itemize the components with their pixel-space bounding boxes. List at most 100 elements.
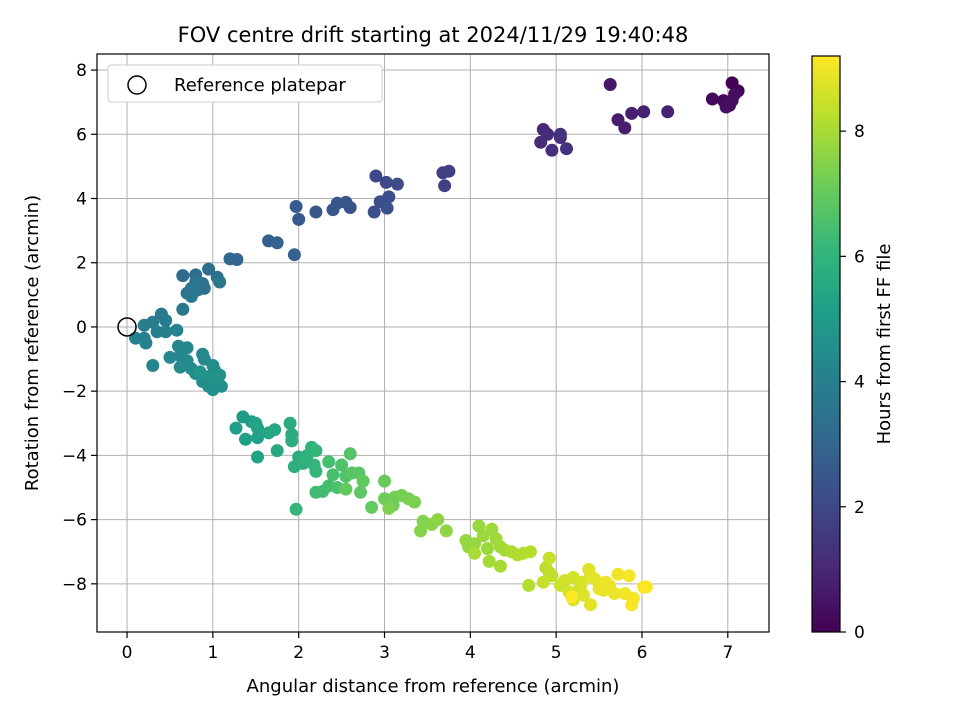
- data-point: [438, 179, 452, 193]
- data-point: [369, 169, 383, 183]
- y-axis-label: Rotation from reference (arcmin): [22, 195, 43, 491]
- data-point: [309, 464, 323, 478]
- colorbar-tick-label: 8: [854, 122, 865, 142]
- data-point: [223, 252, 237, 266]
- data-point: [560, 142, 573, 156]
- data-point: [229, 421, 243, 435]
- data-point: [485, 522, 499, 536]
- data-point: [493, 559, 507, 573]
- data-point: [249, 416, 263, 430]
- data-point: [251, 450, 264, 464]
- data-point: [365, 500, 379, 514]
- plot-border: [96, 53, 770, 633]
- legend-label: Reference platepar: [174, 75, 346, 96]
- data-point: [534, 135, 548, 149]
- data-point: [251, 431, 264, 445]
- data-point: [283, 416, 297, 430]
- data-point: [159, 314, 173, 327]
- data-point: [577, 588, 591, 602]
- colorbar-tick-label: 2: [854, 498, 865, 518]
- data-point: [439, 524, 453, 538]
- colorbar-label: Hours from first FF file: [874, 244, 895, 445]
- data-point: [414, 524, 428, 538]
- data-point: [289, 502, 303, 516]
- data-point: [239, 432, 252, 446]
- reference-marker: [117, 317, 137, 337]
- data-point: [339, 482, 353, 496]
- data-point: [354, 485, 367, 499]
- colorbar-ticks: 0 2 4 6 8: [840, 122, 865, 643]
- colorbar: 0 2 4 6 8 Hours from first FF file: [811, 55, 895, 643]
- data-point: [213, 275, 227, 289]
- data-point: [173, 360, 187, 374]
- plot-frame: [97, 54, 769, 632]
- colorbar-tick-label: 4: [854, 373, 865, 393]
- data-point: [382, 190, 396, 204]
- data-point: [618, 121, 632, 135]
- data-point: [603, 78, 617, 91]
- y-tick-label: −2: [62, 382, 87, 402]
- data-point: [523, 545, 537, 559]
- data-point: [637, 105, 651, 119]
- data-point: [611, 567, 625, 581]
- data-point: [150, 325, 164, 339]
- data-point: [176, 302, 190, 316]
- colorbar-gradient: [811, 55, 841, 633]
- data-point: [292, 212, 306, 226]
- data-point: [553, 127, 567, 141]
- legend: Reference platepar: [107, 64, 383, 103]
- data-point: [268, 423, 282, 437]
- data-point: [213, 368, 227, 382]
- legend-marker: [127, 75, 147, 95]
- data-point: [536, 575, 550, 589]
- data-point: [193, 365, 207, 379]
- data-point: [639, 580, 653, 594]
- data-point: [661, 105, 675, 119]
- x-axis-label: Angular distance from reference (arcmin): [247, 676, 620, 697]
- data-point: [482, 554, 496, 568]
- plot-area: [96, 53, 770, 633]
- data-point: [431, 513, 445, 527]
- data-point: [390, 177, 404, 191]
- data-point: [565, 590, 579, 604]
- data-point: [542, 551, 556, 565]
- data-point: [472, 519, 486, 533]
- data-point: [622, 569, 636, 583]
- x-tick-label: 6: [637, 643, 648, 663]
- data-point: [378, 474, 391, 488]
- data-point: [170, 323, 184, 337]
- y-axis-ticks: −8 −6 −4 −2 0 2 4 6 8: [62, 61, 97, 595]
- data-point: [481, 542, 494, 555]
- data-point: [625, 106, 639, 120]
- data-point: [176, 269, 190, 283]
- y-tick-label: 4: [76, 190, 87, 210]
- data-point: [584, 598, 597, 612]
- data-point: [270, 444, 284, 458]
- y-tick-label: 8: [76, 61, 87, 81]
- data-point: [139, 336, 153, 350]
- data-points: [129, 76, 745, 612]
- y-tick-label: −8: [62, 575, 87, 595]
- data-point: [625, 598, 639, 612]
- data-point: [326, 203, 340, 217]
- data-point: [379, 175, 393, 189]
- x-tick-label: 3: [379, 643, 390, 663]
- data-point: [146, 359, 160, 372]
- y-tick-label: 0: [76, 318, 87, 338]
- data-point: [163, 350, 177, 364]
- data-point: [436, 166, 450, 180]
- y-tick-label: −4: [62, 446, 87, 466]
- data-point: [137, 318, 151, 332]
- x-tick-label: 7: [722, 643, 733, 663]
- legend-box: [107, 64, 383, 103]
- data-point: [309, 444, 323, 458]
- data-point: [270, 236, 284, 250]
- data-point: [468, 537, 482, 551]
- colorbar-tick-label: 6: [854, 247, 865, 267]
- data-point: [202, 262, 216, 276]
- x-tick-label: 4: [465, 643, 476, 663]
- chart-title: FOV centre drift starting at 2024/11/29 …: [178, 23, 689, 47]
- data-point: [545, 143, 559, 157]
- data-point: [309, 205, 323, 219]
